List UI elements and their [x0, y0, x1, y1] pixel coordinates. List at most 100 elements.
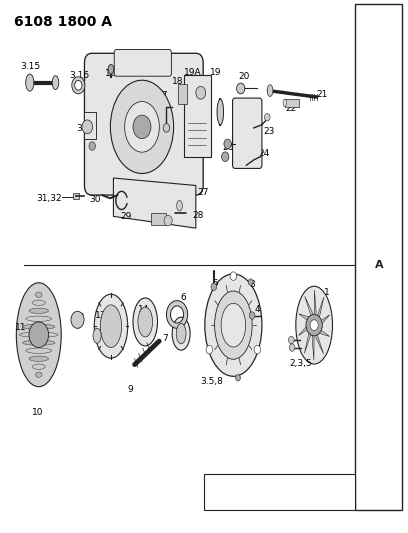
Ellipse shape: [94, 294, 128, 358]
Circle shape: [248, 279, 253, 285]
Text: 3: 3: [243, 341, 248, 350]
Ellipse shape: [26, 316, 52, 321]
Circle shape: [164, 215, 172, 226]
Bar: [73, 193, 79, 199]
Text: 1: 1: [324, 288, 329, 296]
Ellipse shape: [133, 298, 157, 346]
Text: 20: 20: [238, 72, 250, 81]
Text: 11: 11: [15, 323, 26, 332]
Text: 5: 5: [213, 279, 218, 288]
Text: 27: 27: [197, 189, 209, 197]
Bar: [151, 213, 166, 225]
Text: 12: 12: [73, 313, 85, 322]
FancyBboxPatch shape: [184, 75, 211, 157]
FancyBboxPatch shape: [84, 53, 203, 195]
Polygon shape: [314, 314, 330, 325]
Text: 19A: 19A: [184, 68, 202, 77]
Bar: [84, 112, 96, 139]
Ellipse shape: [22, 340, 55, 345]
Text: 16: 16: [105, 69, 117, 78]
Ellipse shape: [26, 348, 52, 353]
Ellipse shape: [221, 303, 246, 347]
Text: 6: 6: [180, 293, 186, 302]
Polygon shape: [314, 290, 316, 325]
Ellipse shape: [138, 307, 153, 337]
Text: 3.15: 3.15: [20, 62, 41, 71]
Text: 26: 26: [223, 143, 234, 151]
Text: 4: 4: [254, 305, 260, 313]
FancyBboxPatch shape: [233, 98, 262, 168]
Ellipse shape: [29, 356, 49, 361]
Circle shape: [230, 272, 237, 280]
Text: 3.16: 3.16: [69, 71, 90, 80]
FancyBboxPatch shape: [114, 50, 171, 76]
Ellipse shape: [16, 282, 61, 387]
Text: 9: 9: [128, 385, 133, 393]
Ellipse shape: [108, 64, 114, 74]
Ellipse shape: [283, 99, 286, 107]
Text: 13: 13: [95, 311, 106, 320]
Circle shape: [196, 86, 206, 99]
Polygon shape: [312, 325, 314, 360]
Circle shape: [235, 375, 240, 381]
Bar: [178, 84, 187, 104]
Text: 30: 30: [89, 195, 100, 204]
Circle shape: [29, 322, 49, 348]
Ellipse shape: [217, 99, 224, 125]
Ellipse shape: [110, 80, 173, 174]
Text: 25: 25: [238, 152, 250, 161]
Text: A: A: [375, 261, 384, 270]
Circle shape: [254, 345, 261, 354]
Circle shape: [288, 336, 294, 344]
Ellipse shape: [52, 76, 59, 90]
Ellipse shape: [176, 324, 186, 344]
Circle shape: [237, 83, 245, 94]
Text: 3: 3: [249, 280, 255, 289]
Polygon shape: [304, 325, 314, 353]
Text: 7: 7: [162, 335, 168, 343]
Polygon shape: [299, 314, 314, 325]
Ellipse shape: [93, 328, 101, 343]
Text: 33: 33: [76, 125, 87, 133]
Text: 24: 24: [259, 149, 270, 158]
Text: 23: 23: [264, 127, 275, 135]
Circle shape: [249, 312, 255, 319]
Ellipse shape: [177, 200, 182, 211]
Circle shape: [211, 283, 217, 290]
Circle shape: [133, 115, 151, 139]
Ellipse shape: [22, 324, 55, 329]
Text: 14: 14: [138, 305, 149, 313]
Polygon shape: [299, 325, 314, 336]
Circle shape: [222, 152, 229, 161]
Bar: [204, 474, 355, 510]
Circle shape: [289, 344, 295, 351]
Ellipse shape: [32, 364, 45, 369]
Polygon shape: [305, 296, 314, 325]
Ellipse shape: [124, 101, 159, 152]
Ellipse shape: [26, 74, 34, 91]
Ellipse shape: [267, 85, 273, 96]
Ellipse shape: [29, 308, 49, 313]
Polygon shape: [314, 297, 324, 325]
Ellipse shape: [172, 317, 190, 350]
Bar: [355, 4, 402, 510]
Ellipse shape: [19, 332, 58, 337]
Ellipse shape: [100, 305, 122, 348]
Text: 28: 28: [193, 211, 204, 220]
Text: 6108 1800 A: 6108 1800 A: [14, 15, 112, 29]
Text: 19: 19: [210, 68, 221, 77]
Ellipse shape: [205, 274, 262, 376]
Circle shape: [71, 311, 84, 328]
Circle shape: [82, 120, 93, 134]
Circle shape: [264, 114, 270, 121]
Text: 10: 10: [32, 408, 43, 417]
Text: 3.5,8: 3.5,8: [201, 377, 224, 386]
Ellipse shape: [32, 300, 45, 305]
Text: 17: 17: [157, 92, 168, 100]
Ellipse shape: [215, 291, 252, 359]
Text: 18: 18: [172, 77, 184, 85]
Text: 29: 29: [121, 212, 132, 221]
Polygon shape: [314, 325, 324, 354]
Circle shape: [224, 139, 231, 149]
Text: 21: 21: [317, 91, 328, 99]
